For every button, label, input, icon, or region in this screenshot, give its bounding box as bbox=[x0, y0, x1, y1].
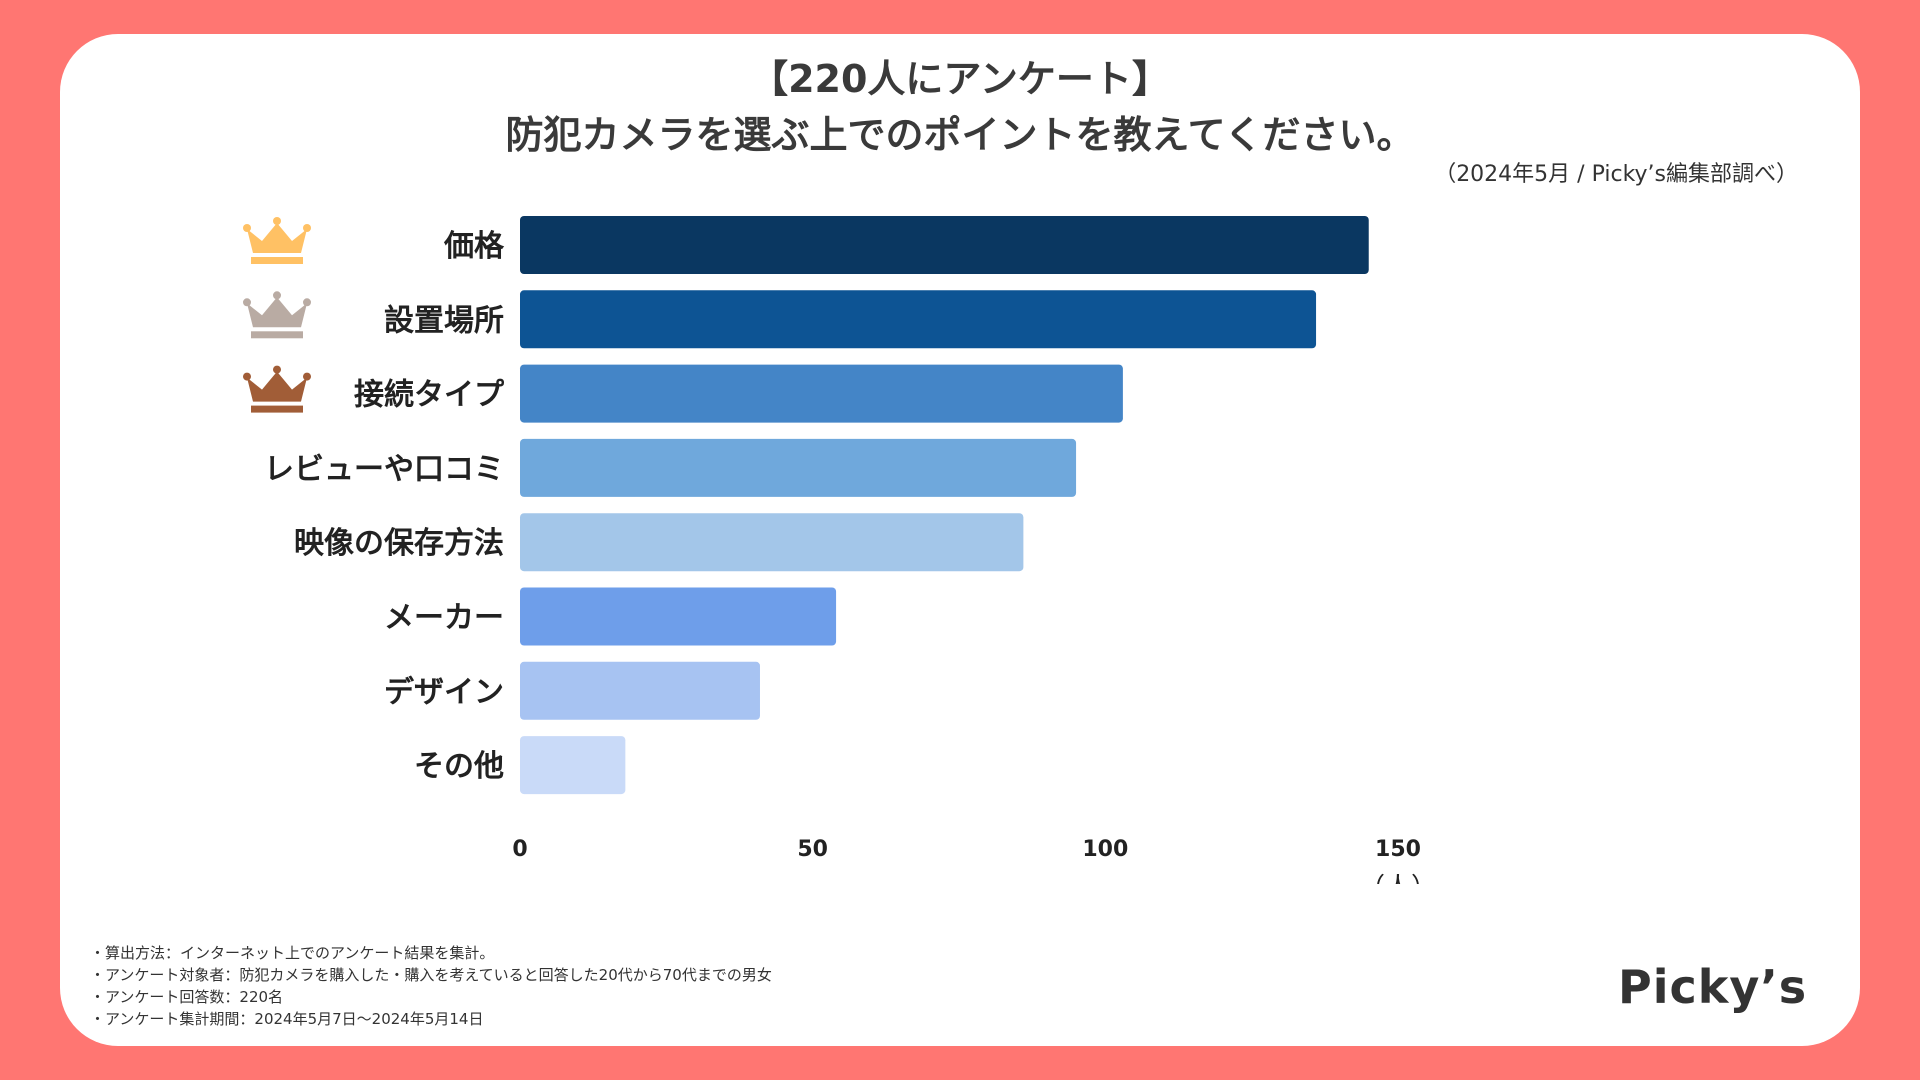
footnote: ・アンケート集計期間：2024年5月7日〜2024年5月14日 bbox=[90, 1010, 484, 1028]
chart-card: 【220人にアンケート】 防犯カメラを選ぶ上でのポイントを教えてください。 （2… bbox=[60, 34, 1860, 1046]
category-label: デザイン bbox=[384, 675, 504, 710]
chart-title-line2: 防犯カメラを選ぶ上でのポイントを教えてください。 bbox=[505, 113, 1415, 157]
footnotes: ・算出方法：インターネット上でのアンケート結果を集計。 ・アンケート対象者：防犯… bbox=[90, 942, 772, 1030]
bar bbox=[520, 513, 1024, 572]
category-label: 設置場所 bbox=[384, 303, 504, 338]
footnote: ・アンケート回答数：220名 bbox=[90, 988, 284, 1006]
x-tick-label: 0 bbox=[512, 837, 527, 862]
bar bbox=[520, 216, 1369, 274]
category-label: 価格 bbox=[443, 229, 505, 264]
category-label: 映像の保存方法 bbox=[294, 526, 504, 561]
crown-silver-icon bbox=[243, 291, 311, 339]
category-label: その他 bbox=[414, 749, 504, 784]
bar bbox=[520, 438, 1077, 497]
crown-gold-icon bbox=[243, 217, 311, 264]
footnote: ・アンケート対象者：防犯カメラを購入した・購入を考えていると回答した20代から7… bbox=[90, 966, 772, 984]
chart-source: （2024年5月 / Picky’s編集部調べ） bbox=[1434, 162, 1798, 187]
footnote: ・算出方法：インターネット上でのアンケート結果を集計。 bbox=[90, 944, 495, 962]
bar bbox=[520, 587, 837, 646]
category-label: 接続タイプ bbox=[354, 378, 505, 413]
bar bbox=[520, 364, 1123, 423]
category-label: レビューや口コミ bbox=[264, 452, 504, 487]
brand-logo: Picky’s bbox=[1618, 960, 1808, 1014]
bar bbox=[520, 661, 760, 720]
x-tick-label: 50 bbox=[797, 837, 828, 862]
crown-bronze-icon bbox=[243, 365, 311, 413]
x-tick-label: 150 bbox=[1375, 837, 1421, 862]
chart-title-line1: 【220人にアンケート】 bbox=[750, 57, 1170, 101]
bar bbox=[520, 290, 1317, 349]
x-tick-label: 100 bbox=[1082, 837, 1128, 862]
bar bbox=[520, 736, 626, 795]
category-label: メーカー bbox=[384, 601, 504, 636]
x-axis-label: （人） bbox=[1359, 873, 1437, 884]
